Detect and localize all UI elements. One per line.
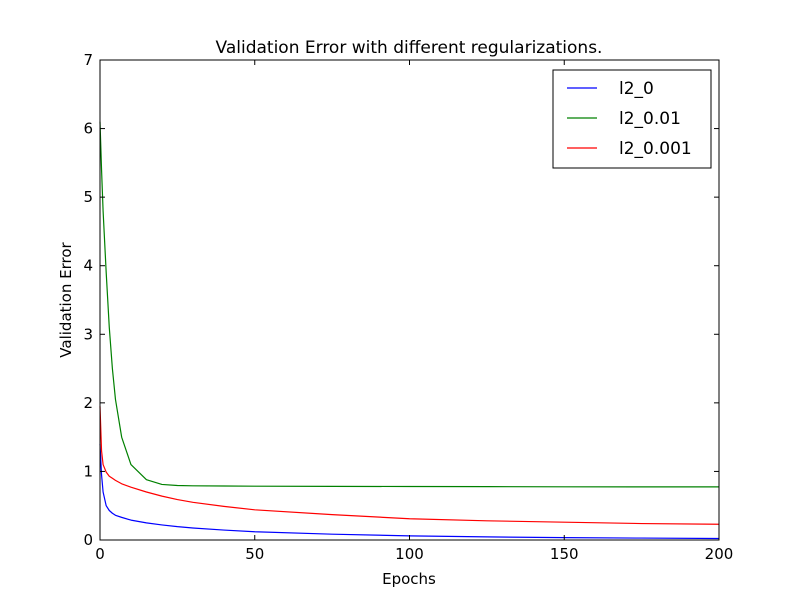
y-tick-label: 4 (83, 257, 93, 275)
series-line-0 (99, 443, 720, 540)
x-tick-label: 0 (95, 545, 105, 563)
legend-box (552, 69, 712, 169)
x-axis-label: Epochs (382, 570, 436, 588)
y-tick-label: 7 (83, 51, 93, 69)
ticks-layer: 0 50 100 150 200 0 1 2 3 4 5 6 7 (83, 51, 733, 563)
x-tick-label: 50 (245, 545, 264, 563)
x-tick-label: 150 (550, 545, 579, 563)
legend-label-1: l2_0.01 (619, 109, 681, 129)
legend: l2_0 l2_0.01 l2_0.001 (552, 69, 712, 169)
x-tick-label: 100 (395, 545, 424, 563)
legend-label-2: l2_0.001 (619, 139, 692, 159)
x-tick-label: 200 (705, 545, 734, 563)
y-tick-label: 2 (83, 394, 93, 412)
y-tick-label: 3 (83, 325, 93, 343)
series-line-2 (99, 406, 720, 525)
y-tick-label: 5 (83, 188, 93, 206)
y-tick-label: 0 (83, 531, 93, 549)
legend-label-0: l2_0 (619, 79, 654, 99)
y-axis-label: Validation Error (57, 241, 75, 357)
y-tick-label: 1 (83, 462, 93, 480)
series-layer (99, 121, 720, 540)
series-line-1 (99, 121, 719, 488)
y-tick-label: 6 (83, 120, 93, 138)
chart-title: Validation Error with different regulari… (216, 38, 603, 58)
